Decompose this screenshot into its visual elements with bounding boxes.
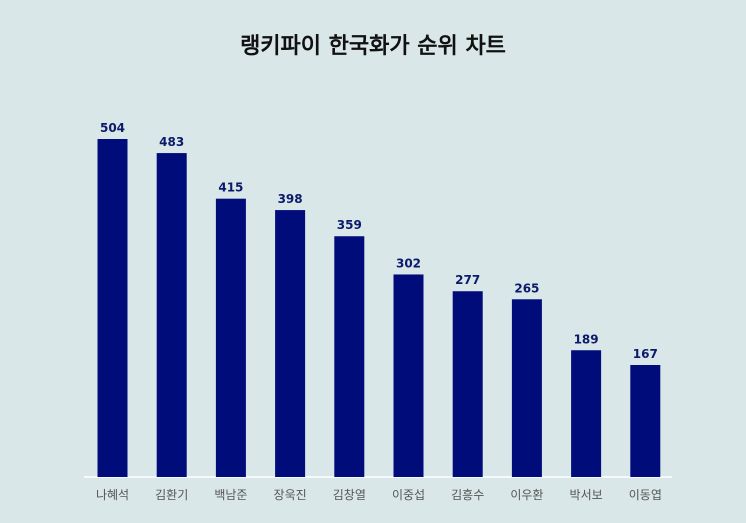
bar-5 [334, 236, 365, 477]
chart-title: 랭키파이 한국화가 순위 차트 [240, 34, 506, 59]
bar-10 [630, 365, 661, 477]
category-label: 백남준 [214, 488, 247, 502]
category-label: 김창열 [333, 488, 366, 502]
bar-value-label: 483 [159, 135, 184, 149]
bar-value-label: 415 [218, 181, 243, 195]
bar-9 [571, 350, 602, 477]
bar-value-label: 265 [514, 281, 539, 295]
bar-7 [452, 291, 483, 477]
bar-value-label: 302 [396, 256, 421, 270]
bar-6 [393, 274, 424, 477]
bar-1 [97, 139, 128, 477]
category-label: 이중섭 [392, 488, 425, 502]
bar-2 [156, 153, 187, 478]
bar-value-label: 359 [337, 218, 362, 232]
category-label: 이우환 [510, 488, 543, 502]
bar-value-label: 504 [100, 121, 125, 135]
bar-8 [511, 299, 542, 477]
bars-group: 504 나혜석 483 김환기 415 백남준 398 장욱진 359 김창열 302 이중섭 277 김… [96, 121, 662, 502]
bar-value-label: 398 [278, 192, 303, 206]
category-label: 나혜석 [96, 488, 129, 502]
bar-4 [275, 210, 306, 478]
bar-3 [215, 198, 246, 477]
category-label: 이동엽 [629, 488, 662, 502]
category-label: 김환기 [155, 488, 188, 502]
category-label: 김흥수 [451, 488, 484, 502]
bar-value-label: 167 [633, 347, 658, 361]
bar-value-label: 277 [455, 273, 480, 287]
bar-value-label: 189 [574, 332, 599, 346]
category-label: 장욱진 [274, 488, 307, 502]
category-label: 박서보 [570, 488, 603, 502]
